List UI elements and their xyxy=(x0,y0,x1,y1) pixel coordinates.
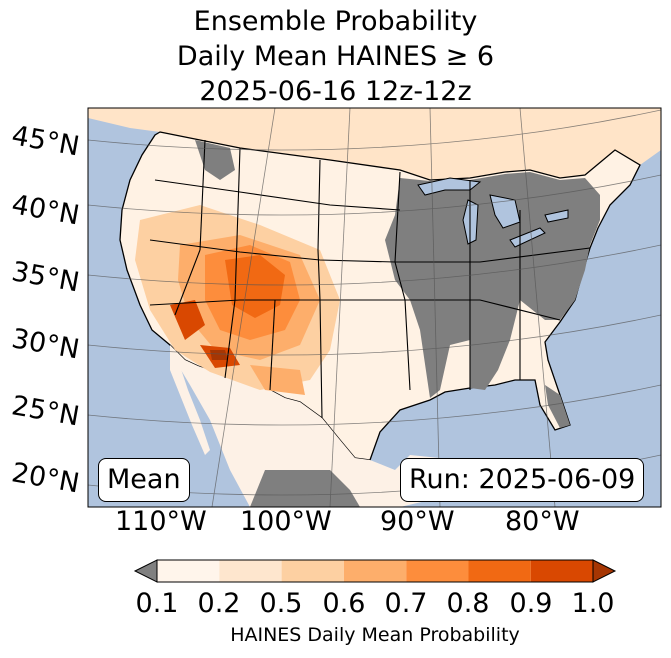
colorbar-under-arrow xyxy=(133,559,158,583)
title-line-1: Ensemble Probability xyxy=(193,6,478,37)
lon-label-90: 90°W xyxy=(380,506,455,537)
colorbar-over-arrow xyxy=(592,559,617,583)
run-date-label: Run: 2025-06-09 xyxy=(400,458,645,502)
colorbar-bin-1 xyxy=(157,560,220,582)
colorbar xyxy=(133,559,617,583)
no-data-east xyxy=(385,172,600,398)
lake-huron xyxy=(489,194,521,229)
baja-peninsula xyxy=(170,345,210,455)
no-data-south xyxy=(250,470,360,507)
colorbar-tick-1: 0.2 xyxy=(197,588,241,619)
no-data-florida xyxy=(545,385,570,428)
prob-0.5-tx xyxy=(250,365,305,395)
lon-label-100: 100°W xyxy=(240,506,332,537)
title-line-3: 2025-06-16 12z-12z xyxy=(199,76,472,107)
colorbar-tick-6: 0.9 xyxy=(509,588,553,619)
colorbar-tick-5: 0.8 xyxy=(446,588,490,619)
colorbar-tick-2: 0.5 xyxy=(259,588,303,619)
colorbar-bin-5 xyxy=(406,560,469,582)
colorbar-bin-4 xyxy=(343,560,407,582)
lon-label-110: 110°W xyxy=(115,506,207,537)
colorbar-tick-3: 0.6 xyxy=(322,588,366,619)
statistic-label: Mean xyxy=(98,458,190,502)
colorbar-bin-7 xyxy=(530,560,594,582)
lake-erie xyxy=(509,227,546,248)
colorbar-tick-7: 1.0 xyxy=(571,588,615,619)
mexico-land xyxy=(170,345,450,507)
lon-label-80: 80°W xyxy=(505,506,580,537)
colorbar-tick-0: 0.1 xyxy=(135,588,179,619)
map-frame xyxy=(87,107,662,508)
title-line-2: Daily Mean HAINES ≥ 6 xyxy=(176,41,495,72)
colorbar-bin-6 xyxy=(468,560,531,582)
prob-0.8 xyxy=(225,255,285,318)
colorbar-bin-3 xyxy=(281,560,344,582)
lake-ontario xyxy=(544,209,569,223)
graticule xyxy=(88,108,661,507)
colorbar-tick-4: 0.7 xyxy=(384,588,428,619)
colorbar-label: HAINES Daily Mean Probability xyxy=(230,624,520,646)
prob-0.9-ca xyxy=(170,300,205,340)
canada-land xyxy=(88,108,661,180)
prob-1.0-az xyxy=(210,350,228,360)
colorbar-bin-2 xyxy=(219,560,282,582)
colorbar-frame xyxy=(156,559,594,583)
